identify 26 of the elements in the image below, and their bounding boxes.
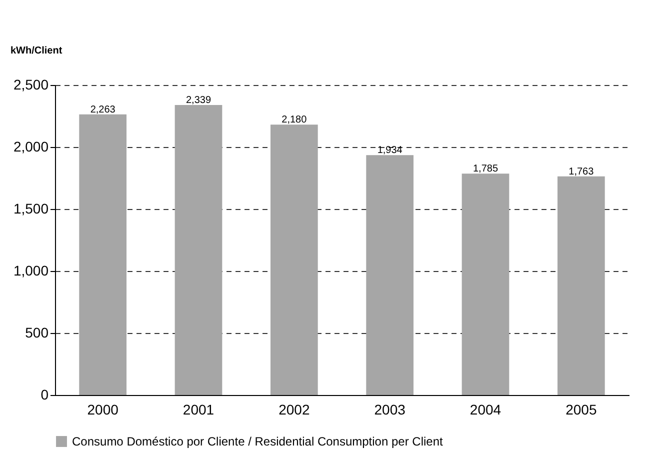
x-tick-label: 2005 — [566, 402, 597, 418]
bar — [366, 155, 414, 395]
bar — [462, 174, 510, 395]
y-axis-title: kWh/Client — [10, 46, 63, 56]
bar — [79, 114, 127, 395]
y-tick-label: 1,500 — [13, 200, 49, 216]
data-label: 2,263 — [90, 104, 116, 116]
x-tick-label: 2004 — [470, 402, 502, 418]
y-tick-label: 0 — [40, 386, 49, 402]
data-label: 1,763 — [568, 166, 594, 178]
data-label: 2,339 — [186, 94, 212, 106]
x-tick-label: 2000 — [87, 402, 119, 418]
bar — [174, 104, 222, 395]
data-label: 1,785 — [472, 164, 498, 175]
y-tick-label: 2,000 — [13, 138, 49, 154]
y-tick-label: 500 — [25, 324, 49, 340]
x-tick-label: 2002 — [278, 402, 310, 418]
y-tick-label: 2,500 — [13, 76, 49, 92]
y-tick-label: 1,000 — [13, 262, 49, 278]
x-tick-label: 2003 — [374, 402, 406, 418]
bar — [270, 124, 318, 395]
bar — [557, 176, 605, 395]
x-tick-label: 2001 — [182, 402, 214, 418]
data-label: 2,180 — [282, 114, 308, 126]
data-label: 1,934 — [377, 145, 403, 156]
legend-label: Consumo Doméstico por Cliente / Residential Consumption per Client — [72, 434, 444, 448]
